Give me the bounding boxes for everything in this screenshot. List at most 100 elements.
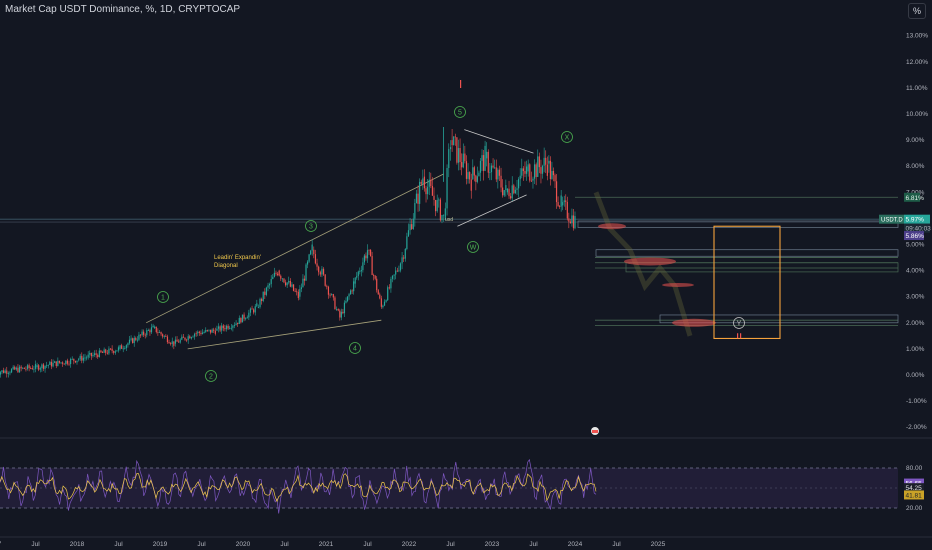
rsi-band — [0, 468, 898, 508]
candle-body — [345, 300, 347, 303]
zone-box — [625, 262, 899, 273]
candle-body — [171, 341, 173, 344]
candle-body — [2, 370, 5, 373]
candle-body — [357, 271, 359, 277]
candle-body — [92, 354, 94, 357]
candle-body — [548, 160, 550, 164]
candle-body — [486, 151, 488, 159]
rsi-ma-line — [0, 473, 597, 503]
candle-body — [111, 348, 113, 352]
candle-body — [346, 296, 349, 301]
candle-body — [401, 257, 403, 264]
candle-body — [395, 270, 397, 275]
candle-body — [472, 167, 474, 180]
x-tick-label: Jul — [446, 541, 455, 548]
candle-body — [246, 317, 248, 319]
candle-body — [385, 300, 387, 302]
candle-body — [571, 215, 573, 224]
candle-body — [406, 236, 408, 250]
candle-body — [154, 326, 156, 329]
candle-body — [33, 368, 35, 370]
wave-label-circle — [349, 342, 361, 354]
candle-body — [254, 306, 256, 313]
candle-body — [173, 341, 175, 346]
candle-body — [387, 287, 389, 301]
candle-body — [362, 262, 364, 271]
candle-body — [125, 345, 127, 349]
candle-body — [174, 339, 177, 344]
triangle-upper-line — [464, 129, 534, 154]
candle-body — [470, 179, 472, 191]
candle-body — [522, 168, 524, 172]
candle-body — [119, 345, 121, 349]
candle-body — [446, 167, 448, 209]
candle-body — [63, 363, 65, 365]
candle-body — [95, 353, 97, 355]
candle-body — [428, 179, 430, 187]
candle-body — [132, 338, 134, 344]
candle-body — [144, 334, 146, 336]
candle-body — [39, 368, 41, 370]
candle-body — [473, 167, 475, 176]
y-tick-label: 3.00% — [906, 294, 925, 301]
candle-body — [521, 168, 523, 176]
candle-body — [170, 343, 172, 345]
candle-body — [319, 272, 321, 275]
candle-body — [276, 273, 279, 276]
x-tick-label: Jul — [114, 541, 123, 548]
flag-icon-stripe — [592, 430, 598, 433]
rsi-ma-value-label: 54.25 — [906, 485, 923, 492]
candle-body — [492, 165, 494, 168]
target-ellipse — [598, 223, 626, 230]
candle-body — [436, 200, 438, 212]
zone-box — [595, 249, 899, 257]
candle-body — [435, 199, 437, 212]
candle-body — [508, 188, 510, 197]
candle-body — [238, 317, 240, 324]
candle-body — [497, 169, 499, 180]
candle-body — [179, 339, 181, 343]
candle-body — [538, 156, 540, 168]
y-tick-label: 10.00% — [906, 111, 928, 118]
rsi-tick-label: 20.00 — [906, 505, 923, 512]
y-tick-label: 4.00% — [906, 268, 925, 275]
candle-body — [533, 164, 536, 179]
candle-body — [551, 170, 553, 179]
candle-body — [383, 301, 386, 306]
candle-body — [308, 254, 310, 262]
candle-body — [294, 290, 296, 292]
wave-label-text: X — [565, 134, 570, 141]
candle-body — [560, 195, 562, 207]
candle-body — [176, 339, 178, 342]
candle-body — [427, 186, 429, 195]
annotation-text: Leadin' Expandin' — [214, 255, 261, 261]
candle-body — [461, 162, 463, 168]
y-tick-label: -1.00% — [906, 398, 927, 405]
candle-body — [399, 263, 402, 271]
candle-body — [441, 214, 443, 221]
candle-body — [113, 351, 115, 353]
candle-body — [187, 336, 189, 341]
candle-body — [300, 287, 303, 289]
candle-body — [240, 317, 242, 323]
candle-body — [546, 164, 548, 176]
rsi-low-value-label: 41.81 — [906, 492, 923, 499]
candle-body — [513, 185, 515, 194]
candle-body — [482, 155, 485, 171]
candle-body — [229, 327, 231, 329]
candle-body — [363, 255, 366, 263]
candle-body — [572, 215, 575, 229]
candle-body — [479, 160, 482, 173]
candle-body — [390, 278, 392, 289]
x-tick-label: Jul — [363, 541, 372, 548]
candle-body — [382, 305, 384, 308]
candle-body — [292, 284, 295, 291]
percent-scale-button[interactable]: % — [908, 3, 926, 19]
price-label-last-bg — [904, 214, 930, 224]
candle-body — [9, 372, 11, 374]
candle-body — [311, 244, 313, 251]
candle-body — [101, 352, 104, 353]
wave-label-text: 2 — [209, 373, 213, 380]
candle-body — [475, 175, 477, 182]
candle-body — [47, 364, 49, 366]
